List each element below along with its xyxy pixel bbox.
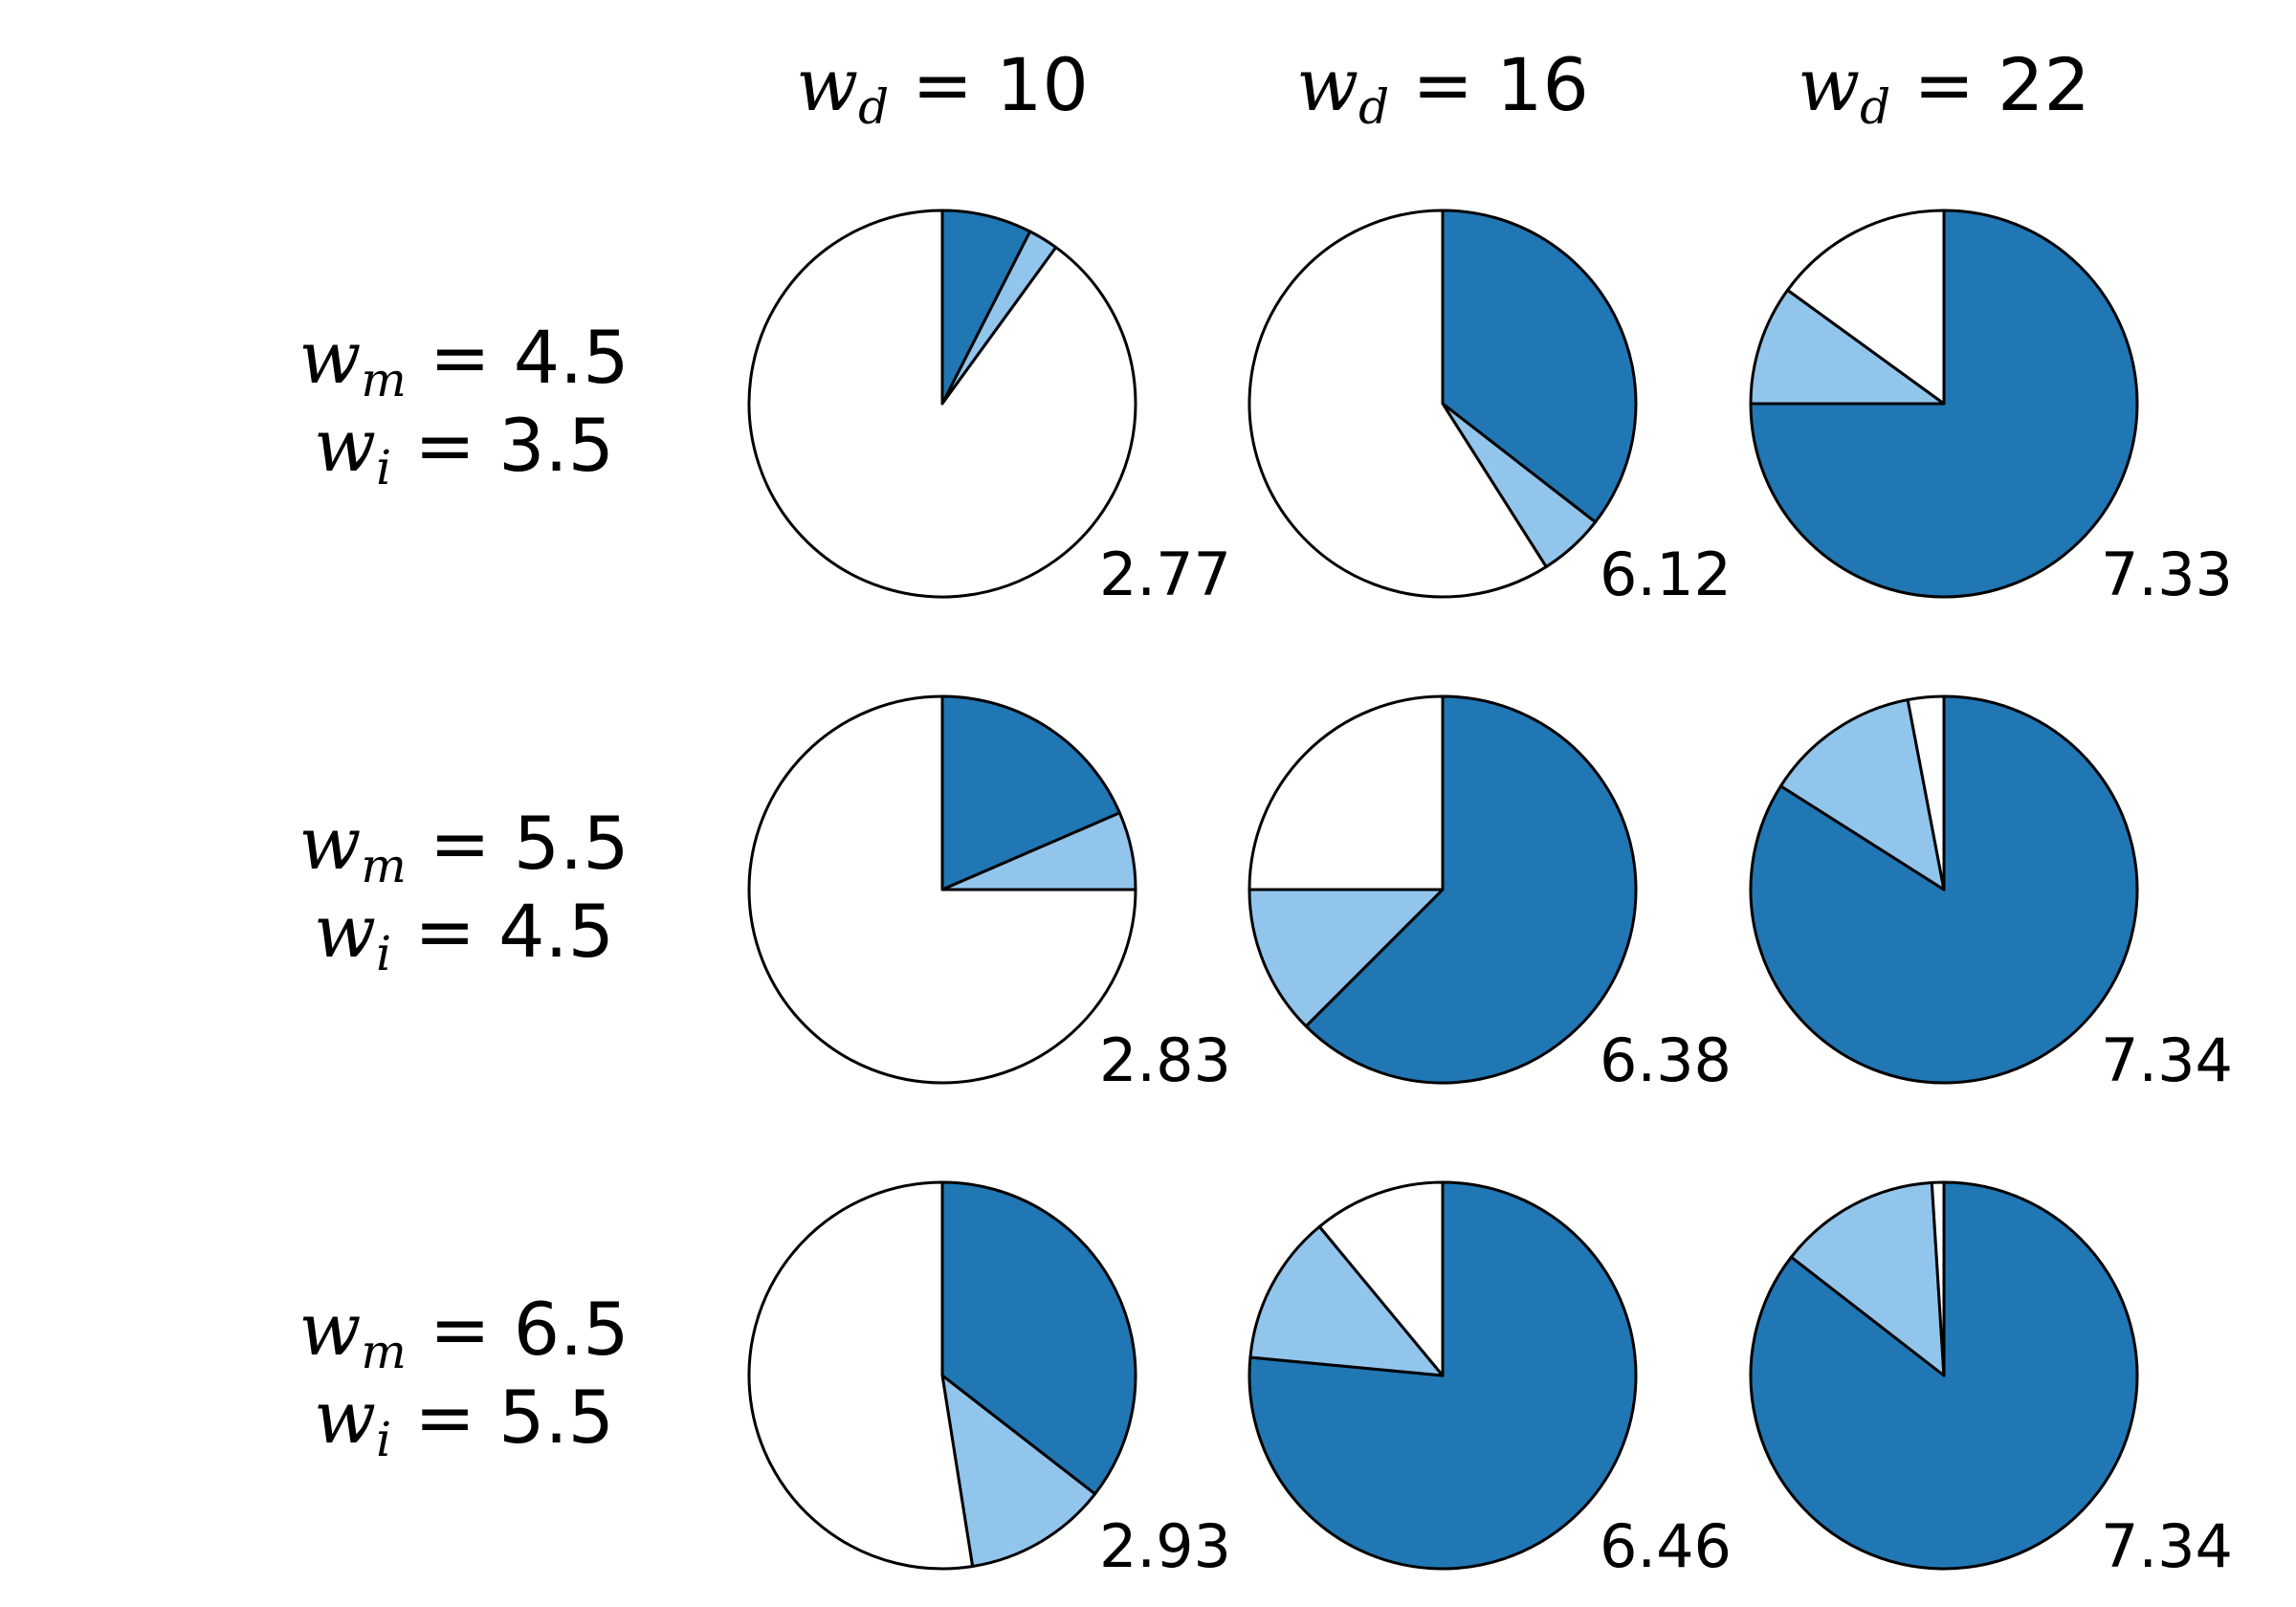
pie-charts: 2.77 6.12 7.33 2.83 6.38 7.34 2.93 6.46 7.34 bbox=[747, 209, 2233, 1581]
pie-value-label: 2.93 bbox=[1099, 1511, 1231, 1581]
column-title-1: wd = 10 bbox=[796, 42, 1089, 135]
slice-white bbox=[1247, 694, 1445, 892]
slice-dark bbox=[940, 694, 1121, 892]
pie-r2-c3: 7.34 bbox=[1749, 694, 2233, 1095]
slice-light bbox=[940, 1374, 1097, 1569]
slice-white bbox=[747, 209, 1137, 599]
pie-r1-c1: 2.77 bbox=[747, 209, 1231, 609]
slice-dark bbox=[940, 209, 1032, 406]
slice-white bbox=[747, 1180, 975, 1571]
slice-light bbox=[1248, 1224, 1445, 1377]
row-label-3-line-2: wi = 5.5 bbox=[314, 1375, 614, 1467]
column-title-2: wd = 16 bbox=[1296, 42, 1589, 135]
slice-light bbox=[1778, 698, 1946, 892]
slice-white bbox=[1317, 1180, 1445, 1377]
row-label-1-line-1: wm = 4.5 bbox=[298, 315, 629, 407]
pie-value-label: 6.12 bbox=[1600, 539, 1732, 609]
pie-value-label: 7.34 bbox=[2101, 1025, 2233, 1095]
slice-dark bbox=[1441, 209, 1638, 524]
pie-r3-c2: 6.46 bbox=[1247, 1180, 1732, 1581]
pie-value-label: 7.33 bbox=[2101, 539, 2233, 609]
slice-dark bbox=[940, 1180, 1137, 1496]
slice-white bbox=[1786, 209, 1946, 406]
pie-r2-c2: 6.38 bbox=[1247, 694, 1732, 1095]
pie-value-label: 7.34 bbox=[2101, 1511, 2233, 1581]
slice-light bbox=[1789, 1180, 1946, 1377]
pie-r3-c1: 2.93 bbox=[747, 1180, 1231, 1581]
row-label-3-line-1: wm = 6.5 bbox=[298, 1287, 629, 1379]
pie-value-label: 6.38 bbox=[1600, 1025, 1732, 1095]
pie-r1-c3: 7.33 bbox=[1749, 209, 2233, 609]
pie-value-label: 2.83 bbox=[1099, 1025, 1231, 1095]
slice-light bbox=[1749, 288, 1946, 406]
row-labels: wm = 4.5wi = 3.5 wm = 5.5wi = 4.5 wm = 6.5… bbox=[298, 315, 629, 1467]
pie-r3-c3: 7.34 bbox=[1749, 1180, 2233, 1581]
pie-value-label: 2.77 bbox=[1099, 539, 1231, 609]
slice-white bbox=[1906, 694, 1946, 892]
column-title-3: wd = 22 bbox=[1798, 42, 2090, 135]
pie-r1-c2: 6.12 bbox=[1247, 209, 1732, 609]
pie-r2-c1: 2.83 bbox=[747, 694, 1231, 1095]
slice-light bbox=[1247, 888, 1445, 1028]
row-label-2-line-1: wm = 5.5 bbox=[298, 801, 629, 893]
row-label-2-line-2: wi = 4.5 bbox=[314, 889, 614, 981]
slice-dark bbox=[1304, 694, 1638, 1085]
row-label-1-line-2: wi = 3.5 bbox=[314, 403, 614, 495]
slice-white bbox=[1247, 209, 1548, 599]
column-titles: wd = 10 wd = 16 wd = 22 bbox=[796, 42, 2090, 135]
slice-white bbox=[1930, 1180, 1946, 1377]
slice-white bbox=[747, 694, 1137, 1085]
pie-value-label: 6.46 bbox=[1600, 1511, 1732, 1581]
